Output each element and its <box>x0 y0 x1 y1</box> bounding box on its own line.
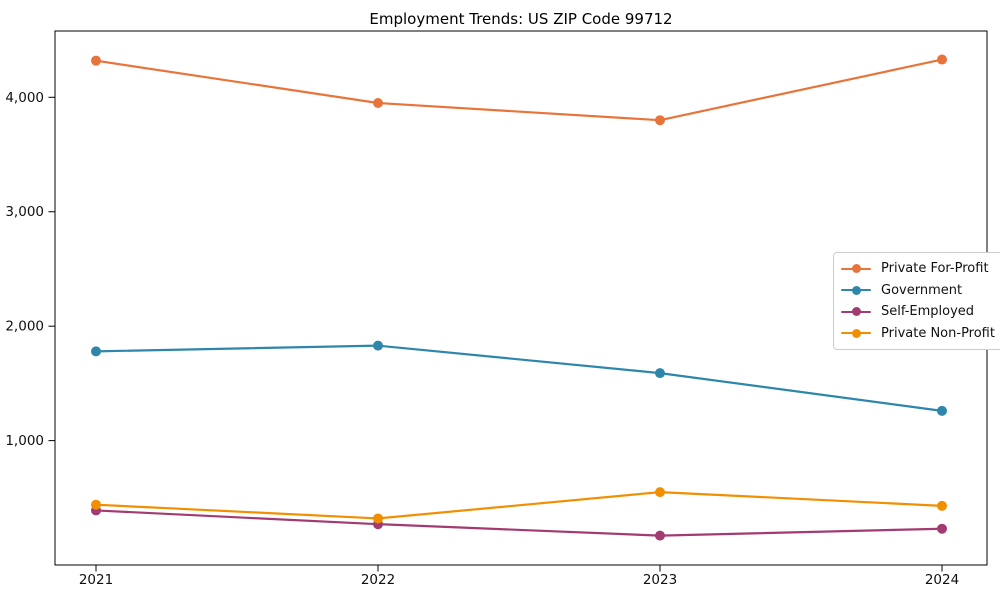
data-point-private-non-profit <box>937 500 947 511</box>
x-tick-label: 2023 <box>643 572 677 588</box>
data-point-private-non-profit <box>91 499 101 510</box>
data-point-private-for-profit <box>937 54 947 65</box>
legend-label: Private For-Profit <box>881 261 989 277</box>
data-point-private-for-profit <box>655 115 665 126</box>
chart-title: Employment Trends: US ZIP Code 99712 <box>369 10 673 28</box>
legend-item: Private For-Profit <box>841 258 995 280</box>
legend-item: Government <box>841 280 995 302</box>
data-point-private-non-profit <box>373 513 383 524</box>
legend-item: Self-Employed <box>841 301 995 323</box>
legend-line-marker-icon <box>841 285 871 296</box>
series-line-self-employed <box>95 509 943 537</box>
data-point-government <box>655 368 665 379</box>
series-line-government <box>95 344 943 412</box>
y-tick-label: 2,000 <box>5 319 44 335</box>
data-point-private-non-profit <box>655 487 665 498</box>
legend-label: Government <box>881 282 963 298</box>
legend-label: Self-Employed <box>881 304 975 320</box>
y-tick-label: 1,000 <box>5 433 44 449</box>
legend: Private For-Profit Government Self-Emplo… <box>833 252 1000 350</box>
data-point-self-employed <box>937 523 947 534</box>
data-point-self-employed <box>655 530 665 541</box>
legend-line-marker-icon <box>841 263 871 274</box>
x-tick-label: 2024 <box>925 572 959 588</box>
y-tick-label: 3,000 <box>5 204 44 220</box>
data-point-government <box>373 340 383 351</box>
x-tick-label: 2022 <box>361 572 395 588</box>
legend-label: Private Non-Profit <box>881 325 995 341</box>
series-line-private-for-profit <box>95 58 943 122</box>
data-point-government <box>937 405 947 416</box>
y-tick-label: 4,000 <box>5 90 44 106</box>
data-point-private-for-profit <box>91 55 101 66</box>
legend-line-marker-icon <box>841 328 871 339</box>
data-point-private-for-profit <box>373 98 383 109</box>
series-line-private-non-profit <box>95 491 943 520</box>
x-tick-label: 2021 <box>79 572 113 588</box>
legend-line-marker-icon <box>841 306 871 317</box>
data-point-government <box>91 346 101 357</box>
legend-item: Private Non-Profit <box>841 323 995 345</box>
